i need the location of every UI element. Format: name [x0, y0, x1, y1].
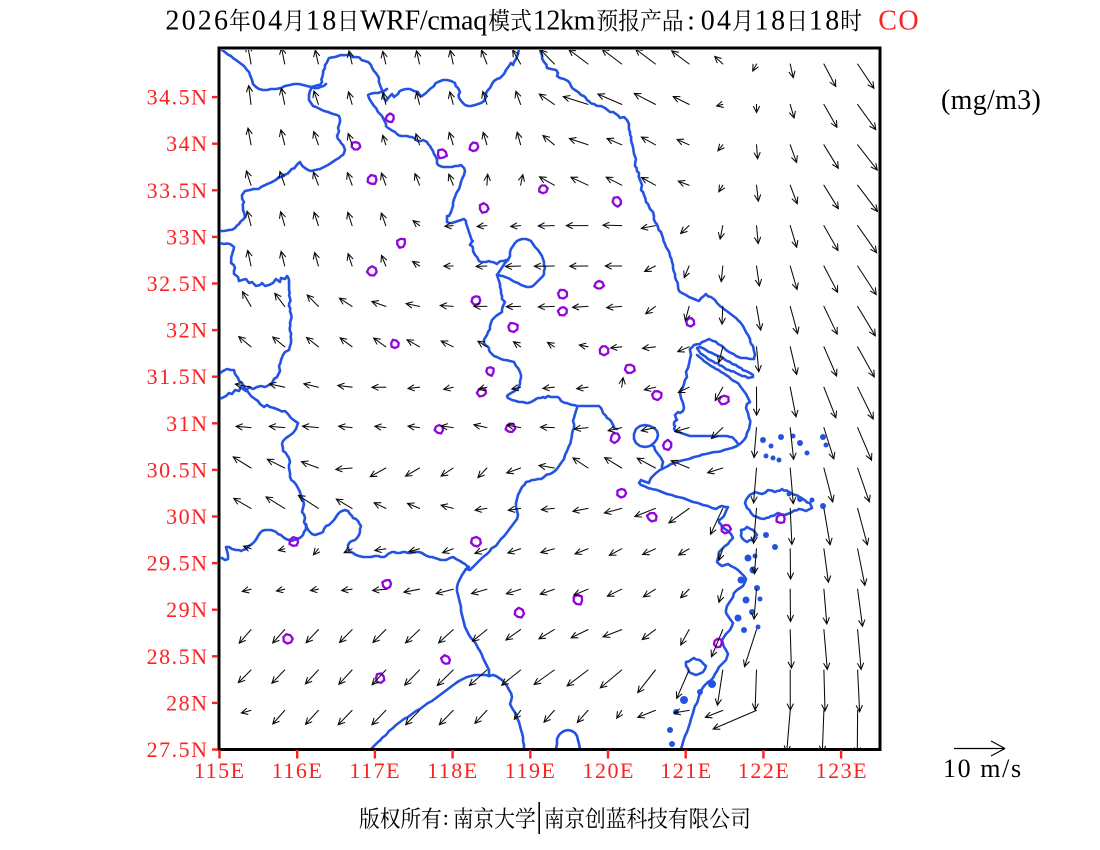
- svg-text:(mg/m3): (mg/m3): [941, 85, 1041, 116]
- svg-text:123E: 123E: [816, 758, 868, 783]
- svg-text:31N: 31N: [166, 411, 208, 436]
- svg-text:WRF/cmaq: WRF/cmaq: [360, 6, 487, 37]
- svg-text:31.5N: 31.5N: [147, 364, 209, 389]
- svg-text:121E: 121E: [660, 758, 712, 783]
- svg-text:18: 18: [809, 6, 842, 37]
- svg-text:33.5N: 33.5N: [147, 178, 209, 203]
- svg-text:119E: 119E: [505, 758, 557, 783]
- svg-text:27.5N: 27.5N: [147, 737, 209, 762]
- svg-text::: :: [443, 805, 449, 830]
- svg-text:2026: 2026: [165, 6, 230, 37]
- svg-text:29N: 29N: [166, 597, 208, 622]
- svg-text::: :: [687, 6, 695, 37]
- svg-text:10 m/s: 10 m/s: [943, 754, 1023, 783]
- svg-text:30N: 30N: [166, 504, 208, 529]
- svg-text:33N: 33N: [166, 224, 208, 249]
- svg-text:117E: 117E: [349, 758, 401, 783]
- svg-text:28N: 28N: [166, 690, 208, 715]
- svg-text:32N: 32N: [166, 318, 208, 343]
- svg-text:120E: 120E: [583, 758, 635, 783]
- svg-text:122E: 122E: [738, 758, 790, 783]
- svg-text:CO: CO: [878, 6, 920, 37]
- svg-text:18: 18: [306, 6, 339, 37]
- svg-text:115E: 115E: [194, 758, 246, 783]
- svg-text:04: 04: [701, 6, 734, 37]
- svg-text:34N: 34N: [166, 131, 208, 156]
- svg-text:34.5N: 34.5N: [147, 85, 209, 110]
- svg-text:116E: 116E: [272, 758, 324, 783]
- svg-text:29.5N: 29.5N: [147, 551, 209, 576]
- svg-text:18: 18: [755, 6, 788, 37]
- svg-text:28.5N: 28.5N: [147, 644, 209, 669]
- svg-text:118E: 118E: [427, 758, 479, 783]
- svg-text:30.5N: 30.5N: [147, 457, 209, 482]
- svg-text:12km: 12km: [533, 6, 596, 37]
- svg-text:32.5N: 32.5N: [147, 271, 209, 296]
- svg-text:04: 04: [252, 6, 285, 37]
